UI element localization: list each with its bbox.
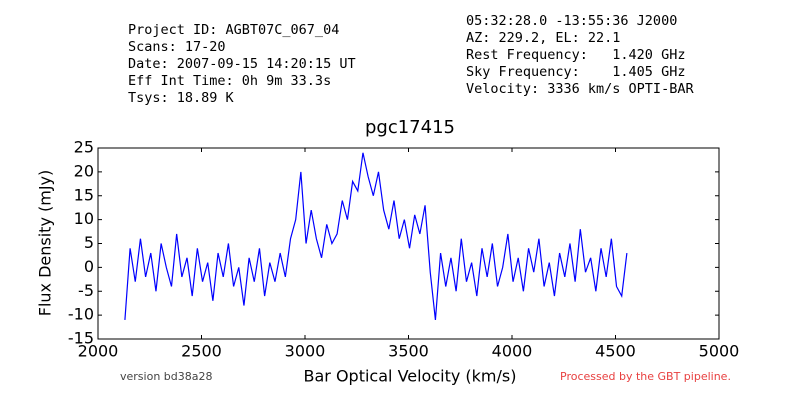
header-line: Project ID: AGBT07C_067_04 xyxy=(128,22,339,38)
y-tick-label: 0 xyxy=(84,257,94,276)
header-line: Date: 2007-09-15 14:20:15 UT xyxy=(128,56,356,72)
x-tick-label: 2000 xyxy=(78,342,119,361)
x-tick-label: 3500 xyxy=(388,342,429,361)
x-tick-label: 4000 xyxy=(492,342,533,361)
x-tick-label: 3000 xyxy=(285,342,326,361)
y-tick-label: -5 xyxy=(78,281,94,300)
chart-title: pgc17415 xyxy=(365,117,455,138)
header-line: Scans: 17-20 xyxy=(128,39,226,55)
x-axis-label: Bar Optical Velocity (km/s) xyxy=(304,367,517,386)
version: version bd38a28 xyxy=(120,370,213,383)
header-line: 05:32:28.0 -13:55:36 J2000 xyxy=(466,13,677,29)
spectrum-line xyxy=(124,152,628,320)
y-tick-label: 15 xyxy=(74,185,94,204)
pipeline-note: Processed by the GBT pipeline. xyxy=(560,370,731,383)
y-tick-label: 25 xyxy=(74,138,94,157)
y-axis-label: Flux Density (mJy) xyxy=(36,170,55,317)
x-tick-label: 2500 xyxy=(181,342,222,361)
header-line: Velocity: 3336 km/s OPTI-BAR xyxy=(466,81,694,97)
y-tick-label: 10 xyxy=(74,209,94,228)
header-line: Sky Frequency: 1.405 GHz xyxy=(466,64,685,80)
header-line: Rest Frequency: 1.420 GHz xyxy=(466,47,685,63)
y-tick-label: -10 xyxy=(68,305,94,324)
y-tick-label: 5 xyxy=(84,233,94,252)
header-line: Tsys: 18.89 K xyxy=(128,90,235,106)
y-tick-label: -15 xyxy=(68,329,94,348)
x-tick-label: 4500 xyxy=(595,342,636,361)
x-tick-label: 5000 xyxy=(699,342,740,361)
y-tick-label: 20 xyxy=(74,161,94,180)
header-line: AZ: 229.2, EL: 22.1 xyxy=(466,30,620,46)
header-line: Eff Int Time: 0h 9m 33.3s xyxy=(128,73,331,89)
